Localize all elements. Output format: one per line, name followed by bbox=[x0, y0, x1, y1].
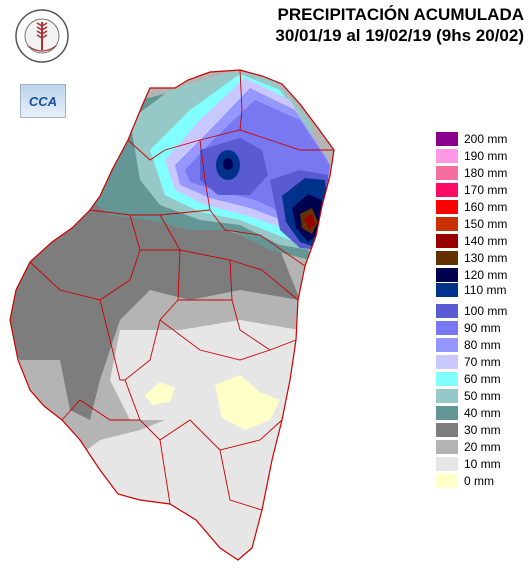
legend-label: 200 mm bbox=[464, 132, 508, 146]
legend-swatch bbox=[436, 234, 458, 248]
legend-swatch bbox=[436, 457, 458, 471]
zone-30mm bbox=[10, 190, 300, 420]
legend-swatch bbox=[436, 423, 458, 437]
cca-label: CCA bbox=[28, 93, 58, 109]
legend-swatch bbox=[436, 304, 458, 318]
map-title: PRECIPITACIÓN ACUMULADA 30/01/19 al 19/0… bbox=[275, 4, 524, 46]
legend-label: 180 mm bbox=[464, 166, 508, 180]
province-outline bbox=[9, 69, 335, 561]
legend-swatch bbox=[436, 251, 458, 265]
legend-label: 70 mm bbox=[464, 355, 501, 369]
title-line-2: 30/01/19 al 19/02/19 (9hs 20/02) bbox=[275, 26, 524, 45]
title-line-1: PRECIPITACIÓN ACUMULADA bbox=[277, 5, 525, 24]
legend-swatch bbox=[436, 166, 458, 180]
legend-swatch bbox=[436, 372, 458, 386]
legend-swatch bbox=[436, 283, 458, 297]
legend-label: 40 mm bbox=[464, 406, 501, 420]
zone-140mm bbox=[304, 214, 315, 230]
legend-swatch bbox=[436, 321, 458, 335]
legend-swatch bbox=[436, 440, 458, 454]
legend-label: 60 mm bbox=[464, 372, 501, 386]
legend-label: 140 mm bbox=[464, 234, 508, 248]
legend-swatch bbox=[436, 183, 458, 197]
legend-swatch bbox=[436, 217, 458, 231]
legend-swatch bbox=[436, 338, 458, 352]
legend-label: 100 mm bbox=[464, 304, 508, 318]
zone-0mm-east bbox=[215, 375, 280, 430]
legend-label: 150 mm bbox=[464, 217, 508, 231]
zone-120mm-core bbox=[223, 158, 233, 170]
legend-label: 50 mm bbox=[464, 389, 501, 403]
legend-label: 120 mm bbox=[464, 268, 508, 282]
legend-swatch bbox=[436, 474, 458, 488]
legend-label: 90 mm bbox=[464, 321, 501, 335]
legend-label: 0 mm bbox=[464, 474, 494, 488]
legend-swatch bbox=[436, 200, 458, 214]
legend-label: 170 mm bbox=[464, 183, 508, 197]
zone-0mm-west bbox=[145, 382, 175, 405]
legend-swatch bbox=[436, 268, 458, 282]
legend-label: 30 mm bbox=[464, 423, 501, 437]
cca-badge: CCA bbox=[20, 84, 66, 118]
rain-field bbox=[10, 70, 334, 560]
legend-label: 130 mm bbox=[464, 251, 508, 265]
legend-swatch bbox=[436, 132, 458, 146]
legend-label: 160 mm bbox=[464, 200, 508, 214]
legend-swatch bbox=[436, 406, 458, 420]
department-boundaries bbox=[9, 69, 335, 561]
legend-label: 10 mm bbox=[464, 457, 501, 471]
legend-label: 20 mm bbox=[464, 440, 501, 454]
legend-swatch bbox=[436, 355, 458, 369]
legend-label: 80 mm bbox=[464, 338, 501, 352]
legend-label: 190 mm bbox=[464, 149, 508, 163]
precipitation-map bbox=[9, 69, 335, 561]
legend-swatch bbox=[436, 389, 458, 403]
legend-swatch bbox=[436, 149, 458, 163]
legend-label: 110 mm bbox=[464, 283, 507, 297]
wheat-seal-icon bbox=[15, 9, 69, 63]
